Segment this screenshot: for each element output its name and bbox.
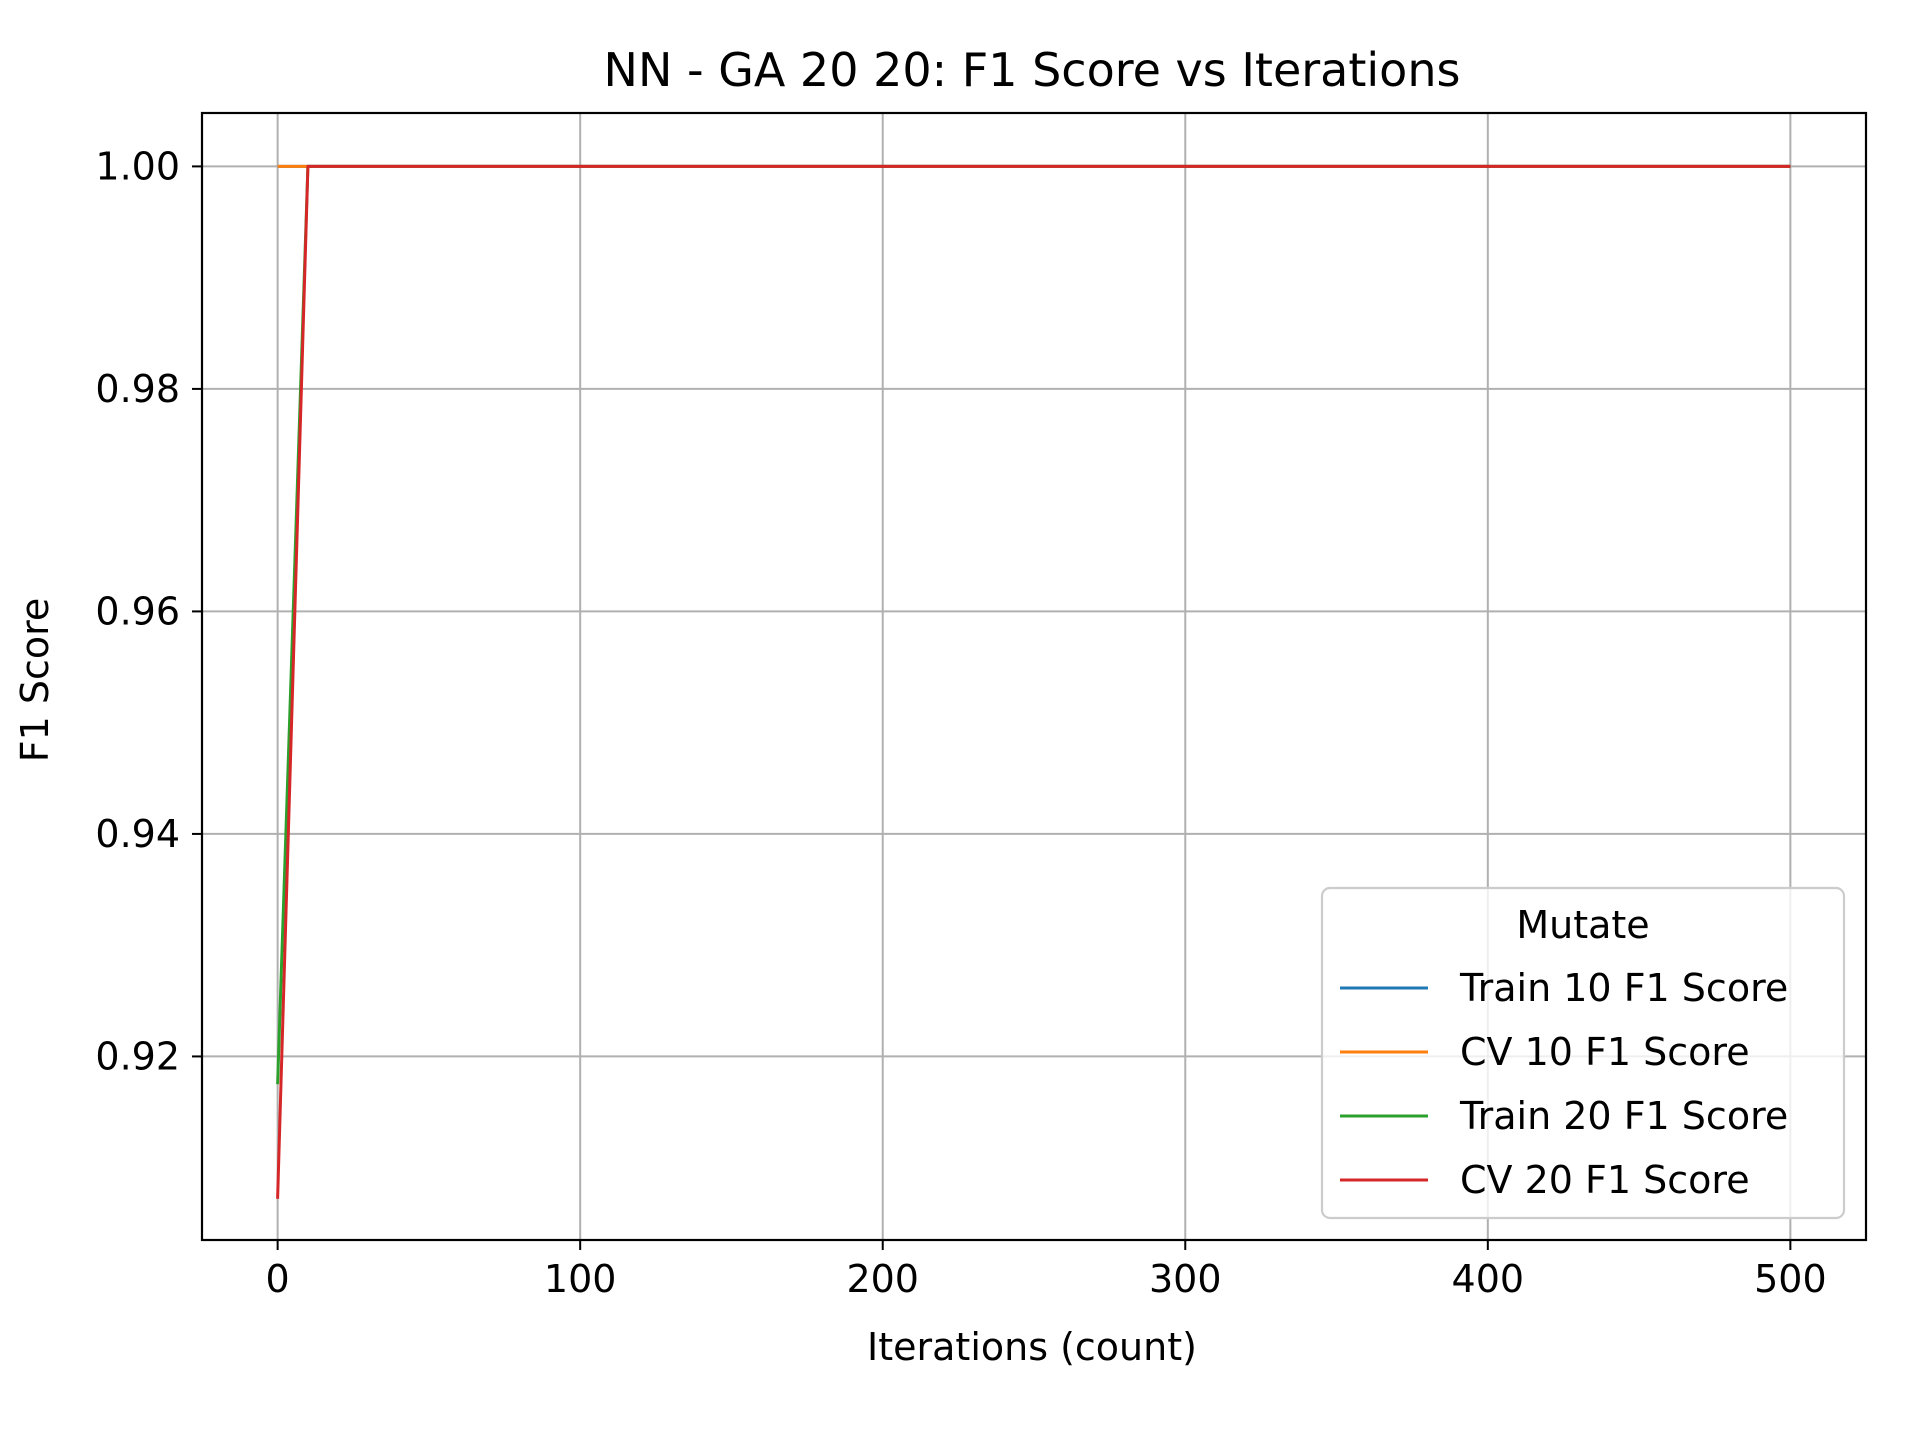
legend-label: Train 20 F1 Score [1459,1094,1788,1138]
legend-label: Train 10 F1 Score [1459,966,1788,1010]
y-tick-label: 0.94 [95,812,180,856]
x-tick-label: 100 [544,1257,617,1301]
chart-title: NN - GA 20 20: F1 Score vs Iterations [604,43,1461,97]
x-tick-label: 500 [1754,1257,1827,1301]
legend-entries: Train 10 F1 Score CV 10 F1 Score Train 20 … [1340,966,1788,1202]
x-tick-label: 300 [1149,1257,1222,1301]
series-lines [276,164,1791,1199]
legend-label: CV 10 F1 Score [1460,1030,1750,1074]
y-tick-label: 0.92 [95,1034,180,1078]
y-tick-label: 0.98 [95,367,180,411]
legend-label: CV 20 F1 Score [1460,1158,1750,1202]
y-tick-label: 0.96 [95,589,180,633]
legend-box [1320,886,1846,1220]
y-axis-label: F1 Score [13,598,57,763]
series-line-4 [276,164,1791,1199]
x-tick-label: 400 [1452,1257,1525,1301]
plot-frame [200,111,1868,1242]
x-tick-label: 0 [266,1257,290,1301]
legend-title: Mutate [1516,903,1649,947]
axis-ticks: 0 100 200 300 400 500 0.92 0.94 0.96 0.98 1.00 [95,144,1826,1301]
x-tick-label: 200 [846,1257,919,1301]
x-axis-label: Iterations (count) [867,1325,1197,1369]
y-tick-label: 1.00 [95,144,180,188]
